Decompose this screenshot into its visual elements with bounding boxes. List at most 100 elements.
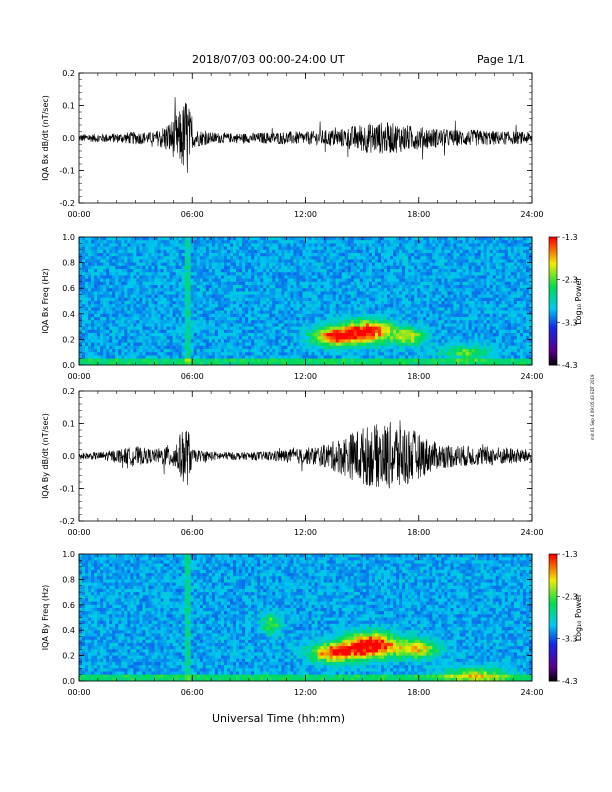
panel-2-cell [405, 243, 409, 247]
panel-2-cell [226, 313, 231, 318]
panel-2-cell [103, 240, 107, 244]
panel-2-cell [115, 249, 119, 254]
panel-2-cell [323, 320, 328, 324]
panel-2-cell [305, 336, 309, 340]
panel-2-cell [438, 352, 442, 356]
panel-2-cell [196, 361, 201, 366]
panel-2-cell [287, 243, 291, 247]
panel-2-cell [136, 272, 140, 276]
panel-2-cell [88, 249, 92, 254]
panel-2-cell [399, 329, 403, 334]
panel-2-cell [377, 240, 382, 244]
panel-2-cell [181, 249, 186, 254]
panel-2-cell [405, 320, 409, 324]
panel-2-cell [239, 253, 243, 257]
panel-2-cell [160, 329, 164, 334]
panel-2-cell [236, 243, 240, 247]
panel-2-cell [365, 349, 370, 353]
panel-2-cell [121, 329, 125, 334]
panel-2-cell [444, 243, 448, 247]
panel-2-cell [371, 345, 376, 350]
panel-2-cell [350, 349, 355, 353]
panel-2-cell [374, 259, 379, 263]
panel-2-cell [320, 304, 325, 308]
panel-2-cell [151, 249, 155, 254]
panel-2-cell [166, 240, 170, 244]
panel-2-cell [347, 249, 352, 254]
panel-2-cell [223, 262, 228, 267]
panel-2-cell [338, 304, 343, 308]
panel-2-cell [208, 246, 213, 251]
panel-2-cell [205, 256, 210, 260]
panel-2-cell [172, 352, 177, 356]
panel-2-cell [163, 310, 167, 315]
panel-2-cell [377, 237, 382, 241]
panel-2-cell [287, 269, 291, 273]
panel-2-cell [100, 278, 104, 283]
panel-2-cell [347, 301, 352, 305]
panel-2-cell [248, 345, 252, 350]
panel-2-cell [124, 310, 128, 315]
panel-2-cell [278, 355, 282, 359]
panel-2-cell [248, 339, 252, 343]
panel-2-cell [374, 288, 379, 292]
panel-2-cell [320, 237, 325, 241]
panel-2-cell [284, 253, 288, 257]
panel-2-cell [317, 278, 321, 283]
panel-2-cell [408, 256, 412, 260]
panel-2-cell [109, 246, 113, 251]
panel-2-cell [290, 352, 294, 356]
panel-2-cell [181, 237, 186, 241]
panel-2-cell [193, 310, 198, 315]
panel-2-cell [263, 285, 267, 289]
panel-2-cell [332, 333, 337, 337]
panel-2-cell [384, 307, 388, 311]
panel-2-cell [169, 313, 174, 318]
panel-2-cell [399, 291, 403, 295]
panel-2-cell [136, 329, 140, 334]
panel-2-cell [103, 301, 107, 305]
panel-2-cell [377, 336, 382, 340]
panel-2-cell [175, 278, 180, 283]
panel-2-cell [181, 259, 186, 263]
panel-2-cell [178, 246, 183, 251]
panel-2-cell [202, 253, 207, 257]
panel-2-cell [420, 339, 424, 343]
panel-2-cell [220, 323, 225, 327]
panel-2-cell [214, 265, 219, 270]
panel-2-cell [347, 243, 352, 247]
panel-2-cell [353, 339, 358, 343]
panel-2-cell [296, 355, 300, 359]
panel-2-cell [187, 355, 192, 359]
panel-2-cell [157, 259, 161, 263]
panel-2-cell [160, 246, 164, 251]
panel-2-cell [121, 317, 125, 321]
panel-2-cell [263, 265, 267, 270]
panel-2-cell [190, 304, 195, 308]
panel-2-cell [293, 317, 297, 321]
panel-2-cell [302, 256, 306, 260]
panel-2-cell [103, 313, 107, 318]
panel-2-cell [290, 342, 294, 347]
panel-2-cell [242, 304, 246, 308]
panel-2-cell [441, 301, 445, 305]
panel-2-cell [214, 307, 219, 311]
panel-2-cell [432, 313, 436, 318]
panel-2-cell [317, 288, 321, 292]
panel-2-cell [172, 355, 177, 359]
panel-2-cell [390, 285, 394, 289]
panel-2-cell [187, 243, 192, 247]
panel-2-cell [223, 310, 228, 315]
panel-2-cell [214, 240, 219, 244]
panel-2-cell [405, 307, 409, 311]
panel-2-cell [341, 345, 346, 350]
panel-2-cell [236, 310, 240, 315]
panel-2-cell [417, 342, 421, 347]
panel-2-cell [166, 294, 170, 299]
panel-2-cell [341, 304, 346, 308]
panel-2-cell [85, 333, 89, 337]
panel-2-cell [266, 313, 270, 318]
panel-2-cell [335, 304, 340, 308]
panel-2-cell [133, 326, 137, 331]
panel-2-cell [106, 326, 110, 331]
